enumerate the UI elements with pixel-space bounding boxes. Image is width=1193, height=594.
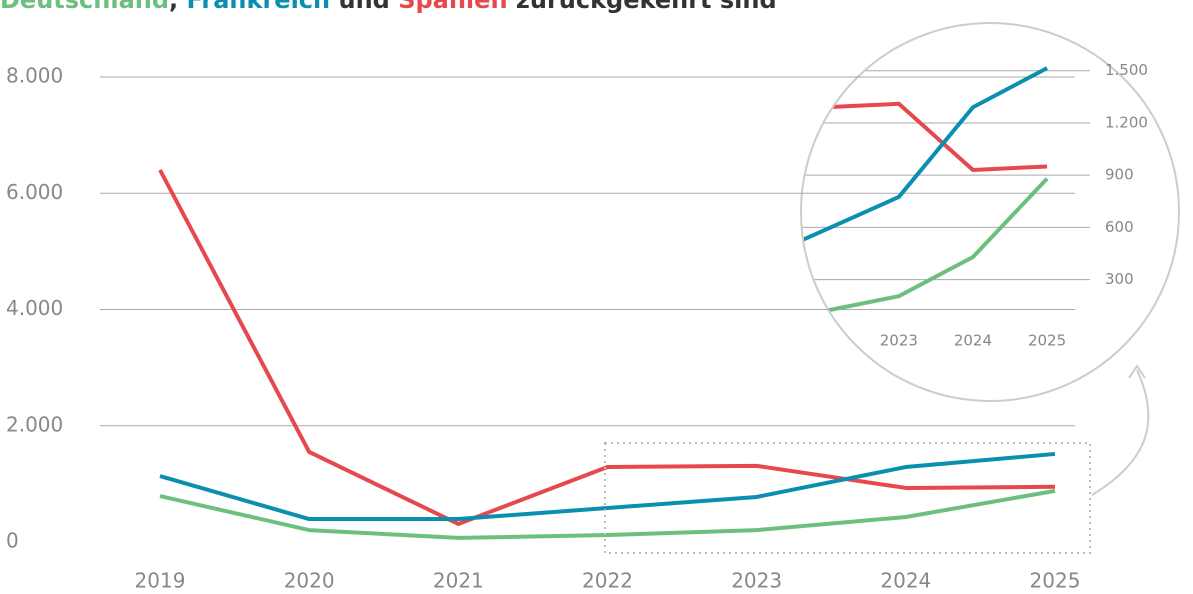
inset-y-tick-label: 1.500 — [1105, 61, 1148, 79]
inset-y-tick-label: 600 — [1105, 218, 1134, 236]
inset-x-tick-label: 2025 — [1028, 332, 1066, 350]
title-part: Frankreich — [187, 0, 331, 14]
y-tick-label: 2.000 — [6, 412, 63, 436]
series-line — [159, 488, 1056, 540]
x-tick-label: 2024 — [880, 569, 931, 593]
title-part: und — [330, 0, 398, 14]
x-tick-label: 2023 — [731, 569, 782, 593]
zoom-arrow — [1091, 364, 1150, 496]
title-part: Spanien — [398, 0, 507, 14]
y-tick-label: 6.000 — [6, 180, 63, 204]
main-plot: 0 2.000 4.000 6.000 8.000 2019 2020 2021 2022 202… — [6, 64, 1080, 593]
x-tick-label: 2019 — [135, 569, 186, 593]
title-part: , — [169, 0, 186, 14]
inset-circle — [800, 22, 1180, 402]
y-tick-label: 8.000 — [6, 64, 63, 88]
inset-x-tick-label: 2023 — [880, 332, 918, 350]
inset-y-tick-label: 300 — [1105, 270, 1134, 288]
series-line — [159, 451, 1056, 522]
x-tick-label: 2022 — [582, 569, 633, 593]
title-part: zurückgekehrt sind — [508, 0, 777, 14]
x-tick-label: 2021 — [433, 569, 484, 593]
zoom-region — [604, 442, 1091, 554]
series-line — [158, 169, 1056, 526]
title-part: Deutschland — [0, 0, 169, 14]
x-tick-label: 2020 — [284, 569, 335, 593]
inset-series-line — [802, 66, 1049, 266]
y-tick-label: 0 — [6, 529, 19, 553]
inset-y-tick-label: 900 — [1105, 166, 1134, 184]
y-tick-label: 4.000 — [6, 296, 63, 320]
chart-title: Deutschland, Frankreich und Spanien zurü… — [0, 0, 777, 14]
inset-x-tick-label: 2024 — [954, 332, 992, 350]
x-tick-label: 2025 — [1030, 569, 1081, 593]
inset-y-tick-label: 1.200 — [1105, 113, 1148, 131]
